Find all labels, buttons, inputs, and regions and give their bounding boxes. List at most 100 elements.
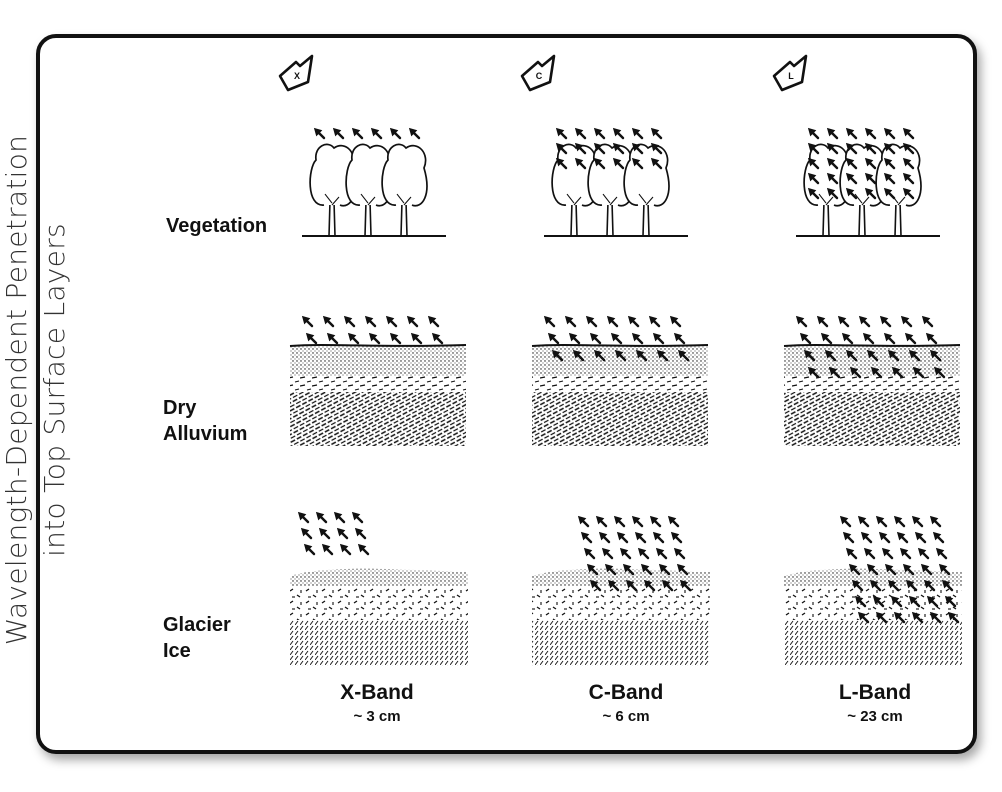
wave-arrow-icon bbox=[872, 595, 885, 608]
wave-arrow-icon bbox=[851, 579, 864, 592]
wave-arrow-icon bbox=[676, 563, 689, 576]
glacier-ice-layer bbox=[290, 620, 468, 666]
wave-arrow-icon bbox=[677, 349, 690, 362]
wave-arrow-icon bbox=[652, 332, 665, 345]
wave-arrow-icon bbox=[631, 332, 644, 345]
glacier-panel bbox=[290, 511, 468, 666]
wave-arrow-icon bbox=[862, 332, 875, 345]
wave-arrow-icon bbox=[845, 172, 858, 185]
wave-arrow-icon bbox=[921, 315, 934, 328]
wave-arrow-icon bbox=[938, 563, 951, 576]
wave-arrow-icon bbox=[929, 515, 942, 528]
wave-arrow-icon bbox=[555, 142, 568, 155]
wave-arrow-icon bbox=[389, 127, 402, 140]
band-label-l: L-Band ~ 23 cm bbox=[785, 680, 965, 728]
row-label-glacier-ice-line2: Ice bbox=[163, 640, 191, 662]
wave-arrow-icon bbox=[627, 315, 640, 328]
wave-arrow-icon bbox=[634, 531, 647, 544]
wave-arrow-icon bbox=[807, 187, 820, 200]
wave-arrow-icon bbox=[896, 531, 909, 544]
radar-sensor-icon: C bbox=[520, 54, 556, 92]
wave-arrow-icon bbox=[826, 172, 839, 185]
wave-arrow-icon bbox=[667, 515, 680, 528]
wave-arrow-icon bbox=[607, 579, 620, 592]
wave-arrow-icon bbox=[631, 515, 644, 528]
wave-arrow-icon bbox=[941, 579, 954, 592]
radar-sensor-icon: L bbox=[772, 54, 808, 92]
wave-arrow-icon bbox=[824, 349, 837, 362]
wave-arrow-icon bbox=[944, 595, 957, 608]
wave-arrow-icon bbox=[866, 349, 879, 362]
alluvium-mid-layer bbox=[532, 376, 708, 392]
wave-arrow-icon bbox=[875, 515, 888, 528]
wave-arrow-icon bbox=[305, 332, 318, 345]
wave-arrow-icon bbox=[883, 142, 896, 155]
wave-arrow-icon bbox=[640, 563, 653, 576]
glacier-snow-layer bbox=[784, 568, 962, 586]
wave-arrow-icon bbox=[612, 157, 625, 170]
alluvium-panel bbox=[289, 315, 467, 446]
wave-arrow-icon bbox=[301, 315, 314, 328]
wave-arrow-icon bbox=[670, 531, 683, 544]
wave-arrow-icon bbox=[891, 366, 904, 379]
wave-arrow-icon bbox=[612, 142, 625, 155]
sensor-letter: C bbox=[536, 71, 543, 81]
wave-arrow-icon bbox=[347, 332, 360, 345]
wave-arrow-icon bbox=[803, 349, 816, 362]
wave-arrow-icon bbox=[860, 531, 873, 544]
wave-arrow-icon bbox=[568, 332, 581, 345]
wave-arrow-icon bbox=[625, 579, 638, 592]
wave-arrow-icon bbox=[583, 547, 596, 560]
band-wavelength-x: ~ 3 cm bbox=[353, 708, 401, 725]
wave-arrow-icon bbox=[658, 563, 671, 576]
wave-arrow-icon bbox=[610, 332, 623, 345]
wave-arrow-icon bbox=[920, 563, 933, 576]
band-wavelength-l: ~ 23 cm bbox=[847, 708, 903, 725]
wave-arrow-icon bbox=[385, 315, 398, 328]
wave-arrow-icon bbox=[864, 172, 877, 185]
wave-arrow-icon bbox=[929, 349, 942, 362]
wave-arrow-icon bbox=[606, 315, 619, 328]
wave-arrow-icon bbox=[543, 315, 556, 328]
wave-arrow-icon bbox=[900, 315, 913, 328]
wave-arrow-icon bbox=[655, 547, 668, 560]
alluvium-bottom-layer bbox=[784, 392, 960, 446]
alluvium-panel bbox=[531, 315, 709, 446]
wave-arrow-icon bbox=[866, 563, 879, 576]
wave-arrow-icon bbox=[631, 157, 644, 170]
wave-arrow-icon bbox=[807, 127, 820, 140]
wave-arrow-icon bbox=[869, 579, 882, 592]
wave-arrow-icon bbox=[406, 315, 419, 328]
wave-arrow-icon bbox=[326, 332, 339, 345]
wave-arrow-icon bbox=[887, 579, 900, 592]
wave-arrow-icon bbox=[427, 315, 440, 328]
wave-arrow-icon bbox=[902, 187, 915, 200]
wave-arrow-icon bbox=[864, 142, 877, 155]
wave-arrow-icon bbox=[650, 142, 663, 155]
wave-arrow-icon bbox=[656, 349, 669, 362]
wave-arrow-icon bbox=[593, 127, 606, 140]
wave-arrow-icon bbox=[863, 547, 876, 560]
wave-arrow-icon bbox=[807, 366, 820, 379]
wave-arrow-icon bbox=[911, 611, 924, 624]
wave-arrow-icon bbox=[933, 366, 946, 379]
wave-arrow-icon bbox=[572, 349, 585, 362]
wave-arrow-icon bbox=[902, 127, 915, 140]
wave-arrow-icon bbox=[601, 547, 614, 560]
wave-arrow-icon bbox=[574, 127, 587, 140]
wave-arrow-icon bbox=[612, 127, 625, 140]
wave-arrow-icon bbox=[911, 515, 924, 528]
wave-arrow-icon bbox=[908, 595, 921, 608]
wave-arrow-icon bbox=[339, 543, 352, 556]
wave-arrow-icon bbox=[648, 315, 661, 328]
wave-arrow-icon bbox=[318, 527, 331, 540]
sensor-letter: X bbox=[294, 71, 300, 81]
wave-arrow-icon bbox=[343, 315, 356, 328]
wave-arrow-icon bbox=[577, 515, 590, 528]
wave-arrow-icon bbox=[357, 543, 370, 556]
wave-arrow-icon bbox=[669, 315, 682, 328]
glacier-ice-layer bbox=[532, 620, 710, 666]
wave-arrow-icon bbox=[878, 531, 891, 544]
glacier-panel bbox=[532, 515, 710, 666]
wave-arrow-icon bbox=[848, 563, 861, 576]
